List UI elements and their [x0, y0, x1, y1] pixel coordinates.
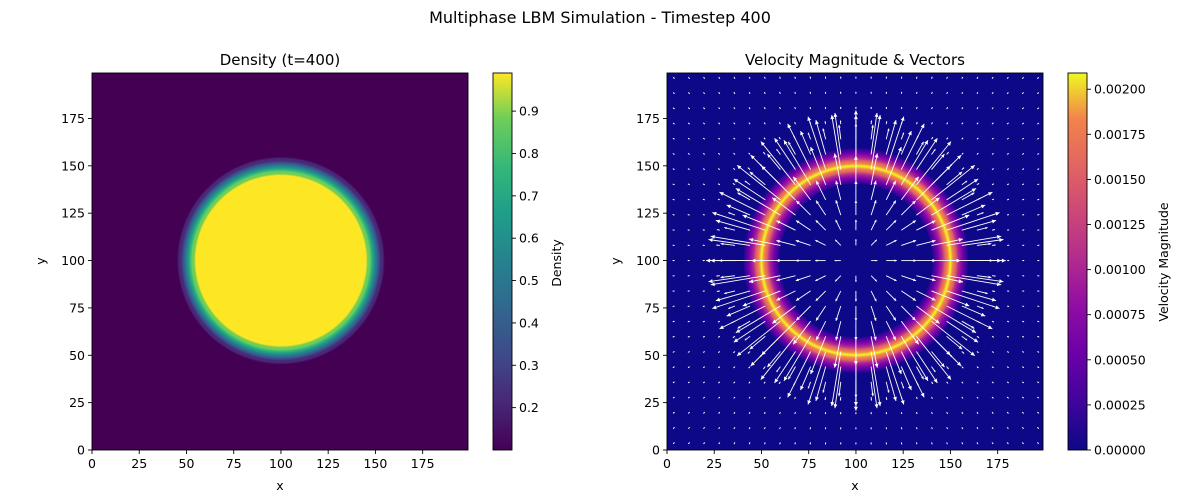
x-tick-label: 25: [131, 456, 147, 471]
y-tick-label: 150: [636, 158, 660, 173]
x-tick-label: 100: [844, 456, 868, 471]
density-ylabel: y: [33, 257, 48, 265]
colorbar-tick-label: 0.00125: [1094, 217, 1146, 232]
y-tick-label: 75: [644, 300, 660, 315]
y-tick-label: 150: [61, 158, 85, 173]
colorbar-tick-label: 0.00025: [1094, 397, 1146, 412]
x-tick-label: 125: [891, 456, 915, 471]
y-tick-label: 0: [652, 443, 660, 458]
x-tick-label: 50: [179, 456, 195, 471]
y-tick-label: 75: [69, 300, 85, 315]
colorbar-tick-label: 0.00000: [1094, 443, 1146, 458]
y-tick-label: 0: [77, 443, 85, 458]
velocity-heatmap: [667, 73, 1043, 450]
density-panel: Density (t=400) 0 25 50 75 100 125 150 175 0 25 50…: [33, 51, 564, 493]
x-tick-label: 0: [88, 456, 96, 471]
y-tick-label: 175: [61, 111, 85, 126]
y-tick-label: 100: [636, 253, 660, 268]
colorbar-tick-label: 0.6: [519, 231, 539, 246]
x-tick-label: 125: [316, 456, 340, 471]
colorbar-tick-label: 0.5: [519, 273, 539, 288]
colorbar-tick-label: 0.00075: [1094, 307, 1146, 322]
velocity-panel: Velocity Magnitude & Vectors 0 25 50 75 100 1…: [608, 51, 1171, 493]
velocity-ylabel: y: [608, 257, 623, 265]
x-tick-label: 150: [938, 456, 962, 471]
x-tick-label: 75: [226, 456, 242, 471]
density-colorbar-ticks: 0.2 0.3 0.4 0.5 0.6 0.7 0.8 0.9: [512, 104, 539, 416]
colorbar-tick-label: 0.3: [519, 358, 539, 373]
colorbar-tick-label: 0.00175: [1094, 127, 1146, 142]
x-tick-label: 175: [411, 456, 435, 471]
y-tick-label: 50: [69, 348, 85, 363]
colorbar-tick-label: 0.2: [519, 400, 539, 415]
x-tick-label: 0: [663, 456, 671, 471]
colorbar-tick-label: 0.7: [519, 188, 539, 203]
colorbar-tick-label: 0.00200: [1094, 82, 1146, 97]
x-tick-label: 50: [754, 456, 770, 471]
y-tick-label: 25: [644, 395, 660, 410]
y-tick-label: 50: [644, 348, 660, 363]
colorbar-tick-label: 0.8: [519, 146, 539, 161]
velocity-xlabel: x: [851, 478, 858, 493]
x-tick-label: 75: [801, 456, 817, 471]
x-tick-label: 25: [706, 456, 722, 471]
velocity-colorbar-ticks: 0.00000 0.00025 0.00050 0.00075 0.00100 0.001…: [1087, 82, 1146, 458]
density-title: Density (t=400): [220, 51, 341, 69]
colorbar-tick-label: 0.4: [519, 315, 539, 330]
x-tick-label: 150: [363, 456, 387, 471]
colorbar-tick-label: 0.9: [519, 104, 539, 119]
velocity-colorbar-label: Velocity Magnitude: [1156, 202, 1171, 322]
density-heatmap: [92, 73, 468, 450]
x-tick-label: 175: [986, 456, 1010, 471]
figure-suptitle: Multiphase LBM Simulation - Timestep 400: [429, 8, 771, 27]
y-tick-label: 100: [61, 253, 85, 268]
density-colorbar: [493, 73, 512, 450]
velocity-title: Velocity Magnitude & Vectors: [745, 51, 965, 69]
density-xlabel: x: [276, 478, 283, 493]
colorbar-tick-label: 0.00150: [1094, 172, 1146, 187]
velocity-colorbar: [1068, 73, 1087, 450]
colorbar-tick-label: 0.00100: [1094, 262, 1146, 277]
density-colorbar-label: Density: [549, 239, 564, 287]
x-tick-label: 100: [269, 456, 293, 471]
y-tick-label: 125: [61, 206, 85, 221]
y-tick-label: 25: [69, 395, 85, 410]
colorbar-tick-label: 0.00050: [1094, 352, 1146, 367]
y-tick-label: 175: [636, 111, 660, 126]
y-tick-label: 125: [636, 206, 660, 221]
